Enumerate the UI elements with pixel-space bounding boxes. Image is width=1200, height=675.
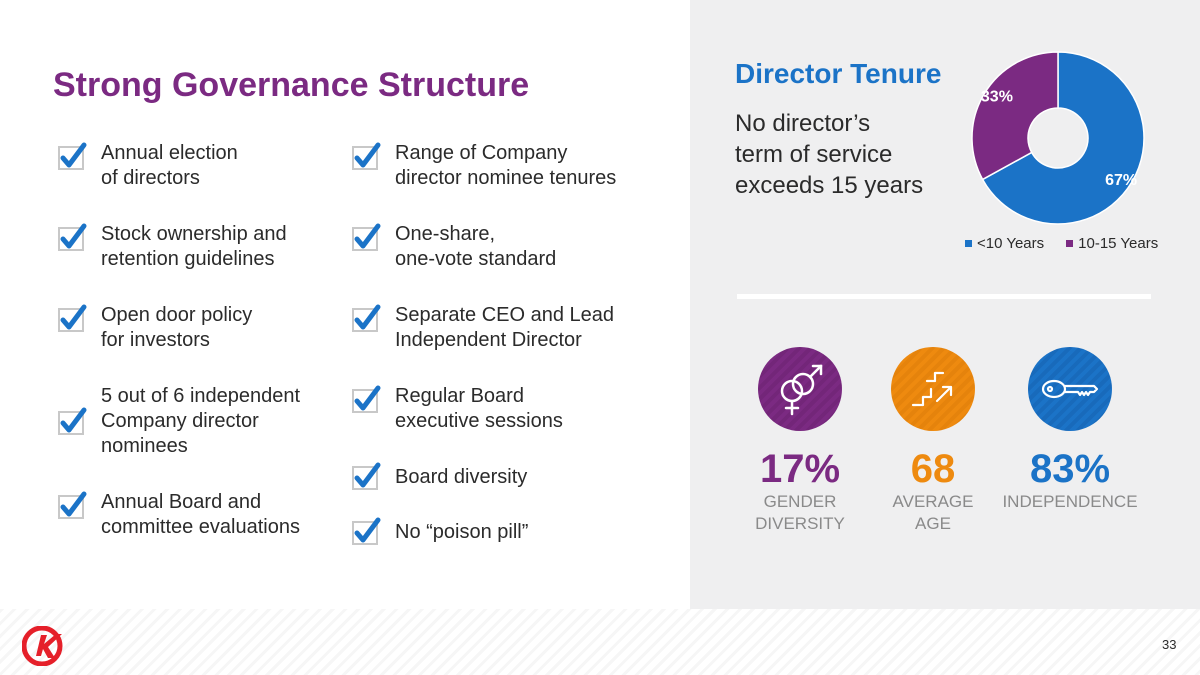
legend-label: 10-15 Years [1078,235,1159,252]
checkbox-checked-icon [58,304,87,332]
checkbox-checked-icon [352,462,381,490]
stat-value: 83% [1029,447,1111,491]
checkbox-checked-icon [58,407,87,435]
key-icon [1041,379,1099,399]
company-logo-icon [22,626,63,666]
tenure-title: Director Tenure [735,58,942,89]
checkbox-checked-icon [352,304,381,332]
stat-independence: 83% INDEPENDENCE [995,347,1145,513]
list-item: Board diversity [351,461,527,491]
page-number: 33 [1162,637,1177,652]
list-item: One-share, one-vote standard [351,222,556,272]
stat-value: 68 [910,447,956,491]
tenure-donut-chart: 67% 33% [971,51,1145,225]
divider [737,294,1151,299]
list-item: No “poison pill” [351,516,528,546]
stat-gender-diversity: 17% GENDER DIVERSITY [725,347,875,535]
tenure-description: No director’s term of service exceeds 15… [735,110,924,199]
list-item-text: Stock ownership and retention guidelines [101,223,287,270]
checkbox-checked-icon [352,223,381,251]
stat-circle [891,347,975,431]
list-item-text: Range of Company director nominee tenure… [395,142,617,189]
gender-symbol-icon [780,364,823,416]
list-item-text: Annual election of directors [101,142,238,189]
list-item-text: Regular Board executive sessions [395,385,563,432]
donut-slice [981,51,1145,225]
list-item-text: Board diversity [395,466,528,488]
stat-label: INDEPENDENCE [1002,492,1138,511]
checkbox-checked-icon [352,385,381,413]
list-item-text: One-share, one-vote standard [395,223,557,270]
page-title: Strong Governance Structure [53,66,530,104]
list-item-text: No “poison pill” [395,521,529,543]
list-item-text: 5 out of 6 independent Company director … [101,385,301,457]
checkbox-checked-icon [58,223,87,251]
donut-slice [971,51,1059,181]
donut-data-label: 67% [1105,172,1137,189]
legend-item: 10-15 Years [1066,235,1158,252]
stat-value: 17% [759,447,841,491]
list-item: Stock ownership and retention guidelines [57,222,287,272]
checkbox-checked-icon [58,142,87,170]
stairs-arrow-icon [911,371,953,407]
list-item: 5 out of 6 independent Company director … [57,384,300,459]
list-item-text: Annual Board and committee evaluations [101,491,300,538]
stat-average-age: 68 AVERAGE AGE [858,347,1008,535]
legend-item: <10 Years [965,235,1044,252]
list-item: Separate CEO and Lead Independent Direct… [351,303,614,353]
list-item: Annual election of directors [57,141,238,191]
stat-circle [758,347,842,431]
list-item: Regular Board executive sessions [351,384,563,434]
checkbox-checked-icon [352,142,381,170]
list-item-text: Separate CEO and Lead Independent Direct… [395,304,615,351]
list-item: Annual Board and committee evaluations [57,490,300,540]
checkbox-checked-icon [352,517,381,545]
list-item: Open door policy for investors [57,303,252,353]
stat-circle [1028,347,1112,431]
chart-legend: <10 Years 10-15 Years [965,235,1158,252]
list-item: Range of Company director nominee tenure… [351,141,616,191]
stat-label: AVERAGE AGE [892,492,974,533]
donut-data-label: 33% [981,89,1013,106]
list-item-text: Open door policy for investors [101,304,253,351]
stat-label: GENDER DIVERSITY [755,492,845,533]
legend-swatch [1066,240,1074,247]
legend-label: <10 Years [977,235,1045,252]
checkbox-checked-icon [58,491,87,519]
legend-swatch [965,240,972,247]
footer-band [0,609,1200,675]
